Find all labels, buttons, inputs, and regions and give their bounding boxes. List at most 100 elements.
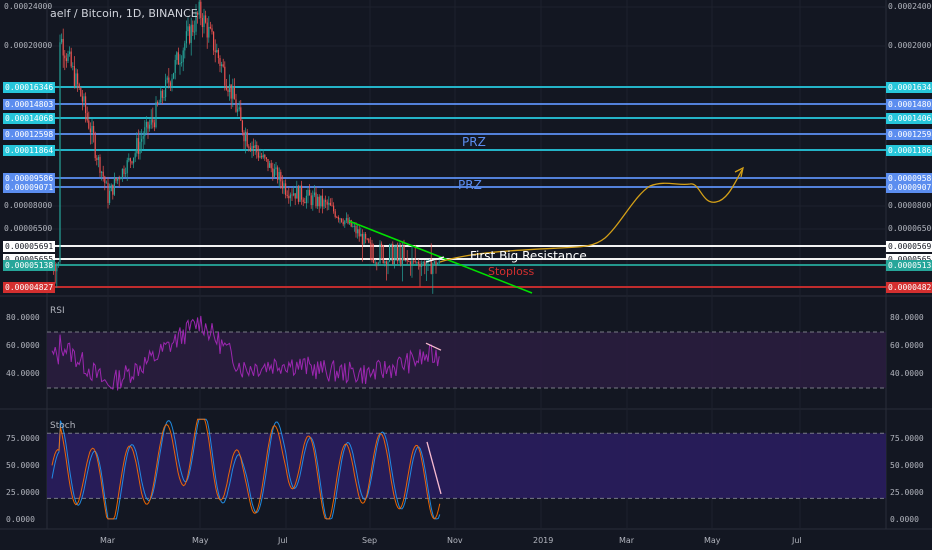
candle-body <box>206 22 208 38</box>
candle-body <box>136 138 138 154</box>
x-tick-label: Jul <box>278 536 288 545</box>
candle-body <box>286 194 288 197</box>
candle-body <box>382 245 384 264</box>
candle-body <box>145 121 147 128</box>
y-tick-label-right: 0.00006500 <box>888 224 932 233</box>
stoch-y-tick-left: 50.0000 <box>6 460 40 470</box>
candle-body <box>142 136 144 139</box>
candle-body <box>342 221 344 225</box>
candle-body <box>134 153 136 158</box>
candle-body <box>393 260 395 265</box>
candle-body <box>89 128 91 133</box>
candle-body <box>315 192 317 207</box>
candle-body <box>305 195 307 204</box>
candle-body <box>406 259 408 262</box>
candle-body <box>373 259 375 263</box>
candle-body <box>121 168 123 178</box>
candle-body <box>293 193 295 196</box>
candle-body <box>110 184 112 192</box>
candle-body <box>64 55 66 59</box>
candle-body <box>171 78 173 86</box>
candle-body <box>246 131 248 147</box>
stoch-y-tick-right: 50.0000 <box>890 460 924 470</box>
candle-body <box>118 177 120 180</box>
candle-body <box>149 124 151 129</box>
candle-body <box>312 195 314 206</box>
x-tick-label: Nov <box>447 536 463 545</box>
candle-body <box>123 168 125 174</box>
candle-body <box>325 200 327 202</box>
candle-body <box>435 261 437 265</box>
candle-body <box>227 89 229 92</box>
price-label-left: 0.00005138 <box>3 259 56 271</box>
candle-body <box>390 244 392 246</box>
candle-body <box>313 192 315 196</box>
candle-body <box>139 141 141 154</box>
candle-body <box>245 131 247 142</box>
candle-body <box>67 54 69 62</box>
price-label-right: 0.00005655 <box>886 253 932 265</box>
candle-body <box>358 229 360 237</box>
candle-body <box>297 186 299 202</box>
stoch-y-tick-left: 25.0000 <box>6 487 40 497</box>
candle-body <box>422 261 424 264</box>
candle-body <box>438 261 440 264</box>
candle-body <box>334 211 336 217</box>
candle-body <box>224 66 226 86</box>
price-label-right: 0.00011864 <box>886 144 932 156</box>
candle-body <box>323 200 325 207</box>
candle-body <box>365 233 367 239</box>
candle-body <box>78 84 80 88</box>
price-label-left: 0.00014803 <box>3 98 56 110</box>
candle-body <box>265 157 267 159</box>
candle-body <box>269 163 271 168</box>
rsi-divergence-line <box>425 342 442 351</box>
candle-body <box>350 220 352 227</box>
candle-body <box>291 194 293 196</box>
candle-body <box>195 12 197 32</box>
rsi-y-tick-left: 40.0000 <box>6 369 40 378</box>
candle-body <box>57 262 59 264</box>
price-label-left: 0.00009586 <box>3 172 56 184</box>
candle-body <box>56 263 58 272</box>
y-tick-label-right: 0.00008000 <box>888 201 932 210</box>
candle-body <box>403 245 405 261</box>
candle-body <box>93 126 95 135</box>
rsi-y-tick-right: 40.0000 <box>890 369 924 378</box>
price-label-right: 0.00014068 <box>886 112 932 124</box>
projection-arrowhead <box>734 166 744 178</box>
candle-body <box>125 173 127 174</box>
candle-body <box>70 51 72 67</box>
candle-body <box>272 168 274 177</box>
candle-body <box>381 243 383 246</box>
candle-body <box>437 263 439 265</box>
price-label-left: 0.00004827 <box>3 281 56 293</box>
candle-body <box>331 205 333 207</box>
candle-body <box>128 158 130 161</box>
candle-body <box>233 86 235 100</box>
stoch-y-tick-right: 25.0000 <box>890 487 924 497</box>
price-label-right: 0.00016346 <box>886 81 932 93</box>
candle-body <box>256 144 258 153</box>
candle-body <box>326 201 328 205</box>
candle-body <box>275 167 277 170</box>
candle-body <box>75 73 77 86</box>
candle-body <box>81 96 83 102</box>
candle-body <box>126 160 128 174</box>
candle-body <box>248 146 250 148</box>
candle-body <box>107 182 109 203</box>
x-tick-label: Jul <box>792 536 802 545</box>
stoch-d-line <box>51 418 441 520</box>
x-tick-label: Mar <box>619 536 635 545</box>
price-label-right: 0.00005138 <box>886 259 932 271</box>
candle-body <box>120 177 122 180</box>
stoch-k-line <box>51 418 441 520</box>
candle-body <box>189 26 191 43</box>
candle-body <box>115 177 117 181</box>
candle-body <box>249 147 251 152</box>
candle-body <box>302 199 304 203</box>
price-label-left: 0.00016346 <box>3 81 56 93</box>
candle-body <box>371 243 373 260</box>
candle-body <box>219 58 221 66</box>
